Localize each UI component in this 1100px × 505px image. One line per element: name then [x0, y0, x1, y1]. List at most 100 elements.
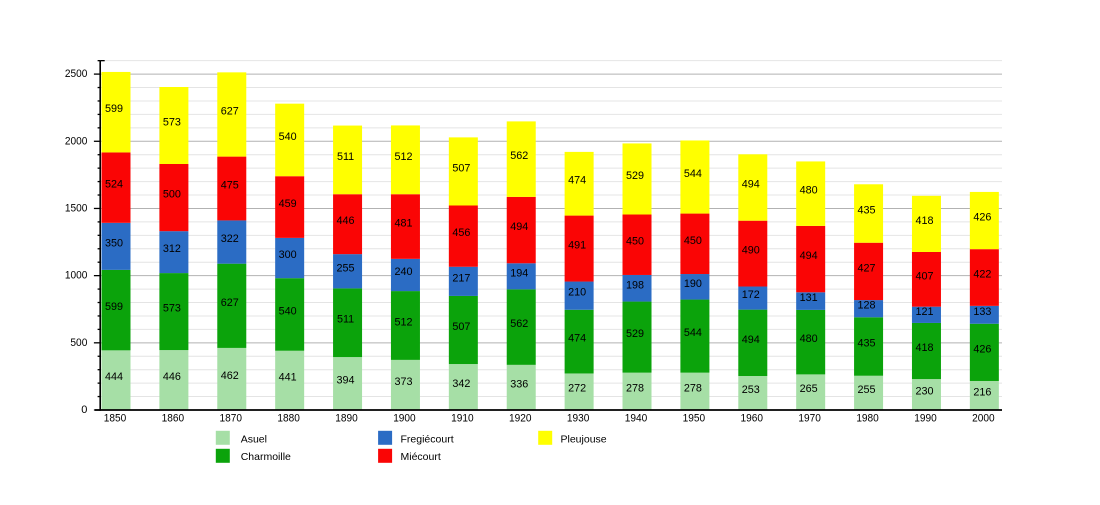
svg-text:128: 128 — [858, 300, 876, 312]
svg-text:500: 500 — [163, 189, 181, 201]
svg-text:172: 172 — [742, 289, 760, 301]
svg-text:491: 491 — [568, 240, 586, 252]
svg-text:1950: 1950 — [683, 412, 706, 424]
svg-text:322: 322 — [221, 233, 239, 245]
svg-text:Charmoille: Charmoille — [241, 451, 291, 463]
svg-text:1940: 1940 — [625, 412, 648, 424]
svg-text:Pleujouse: Pleujouse — [561, 434, 607, 446]
svg-text:1860: 1860 — [162, 412, 185, 424]
svg-text:529: 529 — [626, 170, 644, 182]
svg-text:450: 450 — [626, 236, 644, 248]
svg-text:444: 444 — [105, 371, 123, 383]
svg-text:573: 573 — [163, 116, 181, 128]
svg-text:475: 475 — [221, 180, 239, 192]
svg-text:511: 511 — [337, 151, 354, 163]
svg-text:446: 446 — [337, 215, 355, 227]
svg-text:474: 474 — [568, 175, 586, 187]
svg-text:562: 562 — [510, 318, 528, 330]
svg-text:240: 240 — [394, 266, 412, 278]
svg-text:1980: 1980 — [856, 412, 879, 424]
svg-text:481: 481 — [394, 218, 412, 230]
svg-text:272: 272 — [568, 383, 586, 395]
svg-text:0: 0 — [81, 404, 87, 416]
svg-text:407: 407 — [915, 270, 933, 282]
svg-text:342: 342 — [452, 378, 470, 390]
svg-text:480: 480 — [800, 333, 818, 345]
svg-text:507: 507 — [452, 162, 470, 174]
svg-text:Asuel: Asuel — [241, 434, 267, 446]
svg-text:573: 573 — [163, 303, 181, 315]
svg-text:426: 426 — [973, 343, 991, 355]
svg-text:435: 435 — [858, 205, 876, 217]
svg-text:Miécourt: Miécourt — [401, 451, 441, 463]
svg-text:627: 627 — [221, 297, 239, 309]
svg-text:456: 456 — [452, 227, 470, 239]
svg-text:1880: 1880 — [277, 412, 300, 424]
svg-text:278: 278 — [626, 382, 644, 394]
svg-text:255: 255 — [337, 262, 355, 274]
svg-text:544: 544 — [684, 168, 702, 180]
svg-text:1930: 1930 — [567, 412, 590, 424]
svg-text:2000: 2000 — [65, 135, 88, 147]
svg-text:255: 255 — [858, 384, 876, 396]
svg-text:2500: 2500 — [65, 68, 88, 80]
svg-text:300: 300 — [279, 249, 297, 261]
svg-text:529: 529 — [626, 328, 644, 340]
svg-text:1870: 1870 — [220, 412, 243, 424]
svg-text:500: 500 — [70, 337, 87, 349]
svg-text:441: 441 — [279, 371, 297, 383]
svg-text:216: 216 — [973, 386, 991, 398]
svg-text:1850: 1850 — [104, 412, 127, 424]
svg-text:562: 562 — [510, 150, 528, 162]
svg-text:540: 540 — [279, 305, 297, 317]
svg-text:230: 230 — [915, 386, 933, 398]
svg-text:426: 426 — [973, 212, 991, 224]
svg-text:450: 450 — [684, 235, 702, 247]
svg-text:418: 418 — [915, 215, 933, 227]
svg-text:336: 336 — [510, 378, 528, 390]
svg-text:1900: 1900 — [393, 412, 416, 424]
svg-text:507: 507 — [452, 321, 470, 333]
svg-text:217: 217 — [452, 272, 470, 284]
svg-text:1990: 1990 — [914, 412, 937, 424]
svg-text:599: 599 — [105, 103, 123, 115]
svg-text:494: 494 — [742, 179, 760, 191]
svg-text:133: 133 — [973, 306, 991, 318]
svg-text:462: 462 — [221, 370, 239, 382]
svg-text:Fregiécourt: Fregiécourt — [401, 434, 454, 446]
svg-text:474: 474 — [568, 333, 586, 345]
svg-text:198: 198 — [626, 279, 644, 291]
svg-text:540: 540 — [279, 131, 297, 143]
svg-text:422: 422 — [973, 269, 991, 281]
svg-text:512: 512 — [394, 316, 412, 328]
svg-text:459: 459 — [279, 198, 297, 210]
svg-text:512: 512 — [394, 151, 412, 163]
svg-text:480: 480 — [800, 185, 818, 197]
svg-text:1970: 1970 — [798, 412, 821, 424]
svg-text:278: 278 — [684, 382, 702, 394]
svg-text:1000: 1000 — [65, 270, 88, 282]
svg-text:627: 627 — [221, 105, 239, 117]
svg-text:210: 210 — [568, 287, 586, 299]
svg-text:494: 494 — [510, 221, 528, 233]
svg-text:1920: 1920 — [509, 412, 532, 424]
svg-text:350: 350 — [105, 237, 123, 249]
svg-text:194: 194 — [510, 267, 528, 279]
svg-text:265: 265 — [800, 383, 818, 395]
svg-text:490: 490 — [742, 245, 760, 257]
svg-text:373: 373 — [394, 376, 412, 388]
svg-text:511: 511 — [337, 314, 354, 326]
svg-text:524: 524 — [105, 179, 123, 191]
svg-text:131: 131 — [800, 292, 818, 304]
svg-text:253: 253 — [742, 384, 760, 396]
svg-text:394: 394 — [337, 375, 355, 387]
svg-text:427: 427 — [858, 262, 876, 274]
svg-text:435: 435 — [858, 338, 876, 350]
svg-text:599: 599 — [105, 301, 123, 313]
svg-text:1910: 1910 — [451, 412, 474, 424]
svg-text:312: 312 — [163, 243, 181, 255]
svg-text:121: 121 — [915, 306, 933, 318]
svg-text:494: 494 — [742, 334, 760, 346]
svg-text:2000: 2000 — [972, 412, 995, 424]
svg-text:1500: 1500 — [65, 202, 88, 214]
